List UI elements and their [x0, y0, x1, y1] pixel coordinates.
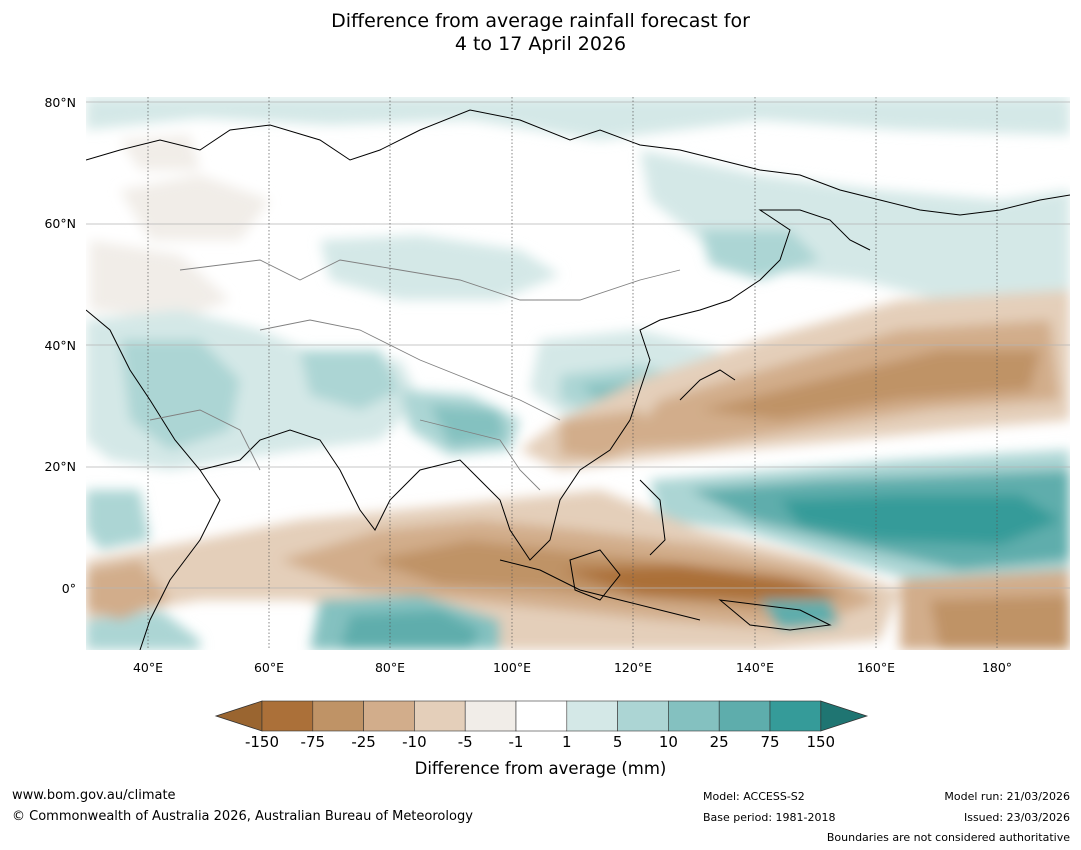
lon-label-80e: 80°E: [374, 660, 406, 675]
boundaries-disclaimer: Boundaries are not considered authoritat…: [826, 831, 1070, 844]
colorbar-tick-label: -1: [508, 733, 524, 751]
lon-label-140e: 140°E: [735, 660, 774, 675]
issued-date: Issued: 23/03/2026: [963, 811, 1070, 824]
colorbar-cell: [261, 700, 314, 732]
colorbar-tick-label: 10: [658, 733, 678, 751]
lon-label-100e: 100°E: [492, 660, 531, 675]
lon-label-180: 180°: [981, 660, 1013, 675]
lat-label-80n: 80°N: [44, 95, 76, 110]
colorbar-cell: [464, 700, 517, 732]
colorbar-tick-label: -150: [244, 733, 280, 751]
lat-label-20n: 20°N: [44, 459, 76, 474]
lon-label-160e: 160°E: [856, 660, 895, 675]
title-line-2: 4 to 17 April 2026: [454, 33, 627, 55]
colorbar-tick-label: 5: [612, 733, 623, 751]
colorbar-tick-label: 25: [709, 733, 729, 751]
title-line-1: Difference from average rainfall forecas…: [331, 10, 750, 32]
model-name: Model: ACCESS-S2: [703, 790, 805, 803]
colorbar-cell: [769, 700, 822, 732]
lat-label-60n: 60°N: [44, 216, 76, 231]
base-period: Base period: 1981-2018: [703, 811, 836, 824]
colorbar-title: Difference from average (mm): [414, 759, 667, 778]
colorbar-cell: [515, 700, 568, 732]
colorbar-tick-label: -75: [300, 733, 326, 751]
colorbar-cell: [566, 700, 618, 732]
colorbar-extend-high: [820, 700, 869, 732]
lon-label-120e: 120°E: [613, 660, 652, 675]
colorbar-cell: [617, 700, 669, 732]
colorbar-tick-label: -25: [351, 733, 376, 751]
coastlines: [86, 109, 1070, 650]
country-borders: [149, 259, 681, 491]
lon-label-40e: 40°E: [132, 660, 164, 675]
colorbar-cell: [363, 700, 415, 732]
map-title: Difference from average rainfall forecas…: [0, 10, 1081, 56]
website-link[interactable]: www.bom.gov.au/climate: [12, 788, 176, 803]
rainfall-anomaly-field: [86, 97, 1070, 650]
colorbar-tick-label: -5: [457, 733, 473, 751]
colorbar-extend-low: [214, 700, 263, 732]
colorbar-tick-label: 1: [562, 733, 572, 751]
colorbar-cell: [668, 700, 720, 732]
colorbar-cell: [312, 700, 364, 732]
colorbar-cell: [414, 700, 466, 732]
colorbar-tick-label: -10: [402, 733, 427, 751]
colorbar-cell: [718, 700, 771, 732]
colorbar: [214, 700, 869, 732]
colorbar-tick-label: 75: [760, 733, 780, 751]
colorbar-tick-label: 150: [806, 733, 836, 751]
copyright-text: © Commonwealth of Australia 2026, Austra…: [12, 809, 473, 824]
lat-label-0: 0°: [61, 581, 76, 596]
lon-label-60e: 60°E: [253, 660, 285, 675]
model-run-date: Model run: 21/03/2026: [944, 790, 1070, 803]
lat-label-40n: 40°N: [44, 338, 76, 353]
